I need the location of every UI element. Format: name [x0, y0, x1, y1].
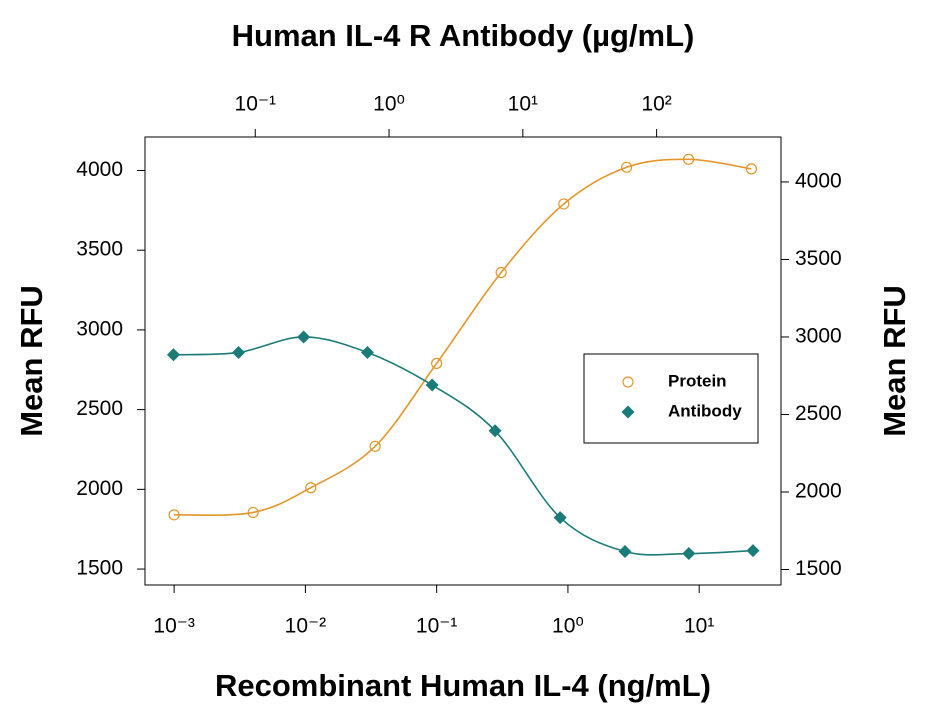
data-point	[488, 424, 502, 438]
data-point	[425, 378, 439, 392]
data-point	[305, 482, 317, 494]
legend-marker	[622, 376, 634, 388]
data-point	[360, 345, 374, 359]
y-tick-label: 2500	[76, 397, 123, 420]
x-tick-label: 10⁻³	[153, 615, 194, 638]
x2-tick-label: 10⁰	[373, 93, 405, 116]
legend-label: Antibody	[668, 401, 742, 420]
x-axis-title: Recombinant Human IL-4 (ng/mL)	[215, 668, 711, 703]
data-point	[553, 511, 567, 525]
x-tick-label: 10⁻²	[285, 615, 326, 638]
data-point	[746, 544, 760, 558]
data-point	[495, 266, 507, 279]
data-point	[167, 348, 181, 362]
legend-box	[583, 353, 759, 444]
data-point	[369, 440, 381, 452]
data-point	[558, 198, 570, 210]
y2-tick-label: 3000	[795, 325, 842, 348]
y2-tick-label: 3500	[795, 247, 842, 270]
y2-tick-label: 4000	[795, 170, 842, 193]
data-point	[618, 545, 632, 559]
x-tick-label: 10⁻¹	[416, 615, 457, 638]
data-point	[682, 547, 696, 561]
y-axis-title: Mean RFU	[14, 285, 49, 437]
data-point	[431, 357, 443, 369]
data-point	[232, 345, 246, 359]
legend-label: Protein	[668, 371, 727, 390]
y-tick-label: 2000	[76, 477, 123, 500]
y2-tick-label: 1500	[795, 557, 842, 580]
legend-marker	[621, 405, 635, 419]
data-point	[682, 153, 695, 165]
y2-tick-label: 2500	[795, 402, 842, 425]
y2-axis-title: Mean RFU	[877, 285, 912, 437]
data-point	[168, 509, 180, 521]
plot-frame	[144, 136, 782, 586]
top-axis-title: Human IL-4 R Antibody (µg/mL)	[232, 18, 695, 53]
y2-tick-label: 2000	[795, 480, 842, 503]
x2-tick-label: 10⁻¹	[235, 93, 276, 116]
y-tick-label: 3500	[76, 238, 123, 261]
series-line	[174, 158, 752, 516]
x2-tick-label: 10¹	[508, 93, 538, 116]
data-point	[745, 163, 758, 175]
data-point	[297, 330, 311, 344]
x-tick-label: 10¹	[684, 615, 714, 638]
series-line	[173, 336, 754, 556]
data-point	[247, 506, 259, 519]
x-tick-label: 10⁰	[552, 615, 584, 638]
data-point	[621, 161, 633, 173]
y-tick-label: 3000	[76, 317, 123, 340]
y-tick-label: 1500	[76, 557, 123, 580]
x2-tick-label: 10²	[641, 93, 671, 116]
y-tick-label: 4000	[76, 158, 123, 181]
